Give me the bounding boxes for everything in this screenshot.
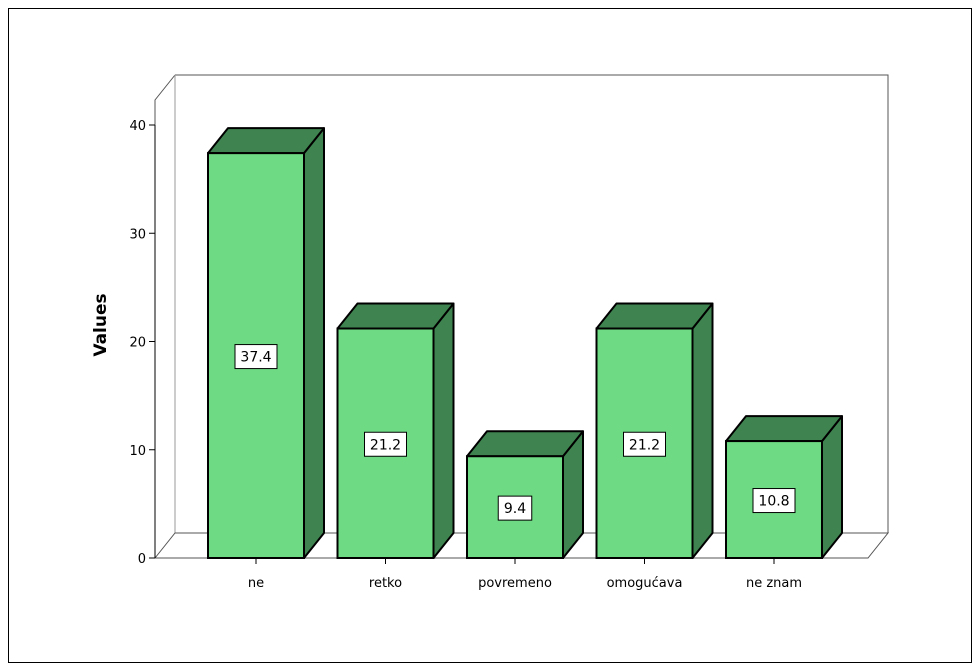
left-wall-edge: [154, 74, 176, 558]
y-tick-label: 10: [129, 444, 146, 459]
bar-side: [691, 302, 714, 559]
x-tick-label: omogućava: [607, 576, 683, 591]
data-label-box: [364, 431, 407, 457]
bar-side: [303, 127, 325, 559]
x-tick-label: ne znam: [746, 576, 802, 591]
x-tick-label: ne: [248, 576, 264, 591]
data-label-box: [623, 431, 666, 457]
y-tick-label: 20: [129, 336, 146, 351]
x-axis: ne retko povremeno omogućava ne znam: [248, 558, 802, 591]
bar: 21.2: [595, 302, 714, 560]
bar: 9.4: [466, 430, 584, 559]
data-label: 37.4: [240, 350, 271, 366]
x-tick-label: retko: [369, 576, 402, 591]
data-label-box: [752, 488, 796, 514]
data-label: 9.4: [504, 501, 526, 517]
y-axis: 0 10 20 30 40: [129, 119, 156, 567]
y-axis-title: Values: [91, 293, 111, 356]
data-label-box: [497, 495, 533, 521]
data-label: 10.8: [758, 494, 789, 510]
bar-side: [432, 302, 455, 559]
data-label-box: [234, 344, 278, 370]
y-tick-label: 30: [129, 227, 146, 242]
bar-top: [595, 302, 714, 330]
data-label: 21.2: [370, 437, 401, 453]
x-tick-label: povremeno: [478, 576, 552, 591]
bars: 37.4 21.2 9.4 21.2 10.8: [207, 127, 843, 560]
bar-top: [336, 302, 455, 330]
bar-top: [466, 430, 584, 458]
back-wall-edge: [175, 74, 889, 533]
bar: 37.4: [207, 127, 325, 560]
bar: 21.2: [336, 302, 455, 560]
bar-top: [725, 415, 843, 443]
bar: 10.8: [725, 415, 843, 559]
y-tick-label: 0: [138, 552, 146, 567]
y-tick-label: 40: [129, 119, 146, 134]
bar-top: [207, 127, 325, 155]
data-label: 21.2: [629, 437, 660, 453]
